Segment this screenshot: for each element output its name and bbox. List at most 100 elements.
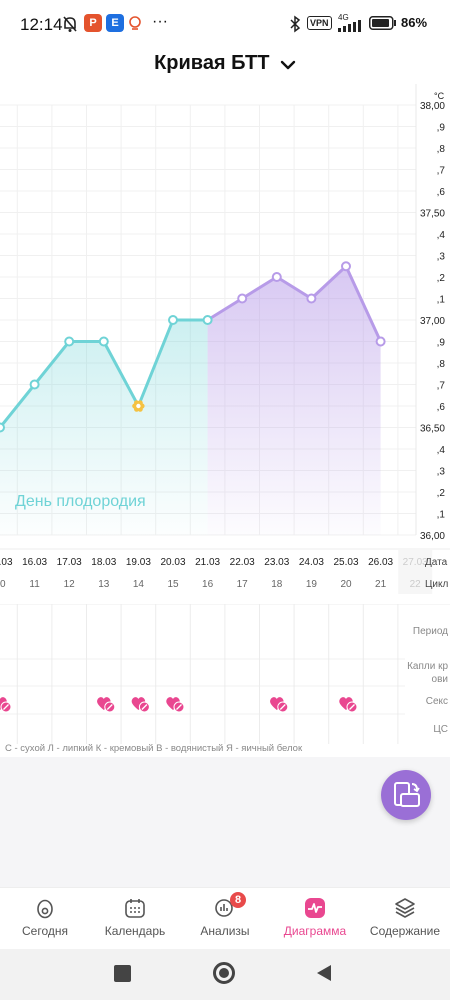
lightbulb-icon [129,16,141,30]
sex-heart-icon [131,697,150,713]
date-label: 22.03 [230,557,255,568]
temperature-point [0,422,5,433]
unit-label: °C [434,91,445,101]
battery-percent: 86% [401,15,428,30]
date-label: 15.03 [0,557,13,568]
tab-chart[interactable]: Диаграмма [270,888,360,950]
y-tick-label: ,8 [437,144,446,155]
protection-mark [106,704,113,710]
signal-icon [338,20,361,32]
y-tick-label: 37,00 [420,316,445,327]
temperature-point [375,336,386,347]
date-label: 24.03 [299,557,324,568]
y-tick-label: ,1 [437,510,446,521]
vpn-badge: VPN [307,16,332,30]
cycle-day-label: 13 [98,579,110,590]
protection-mark [349,704,355,710]
tab-chart-label: Диаграмма [283,924,347,938]
symptoms-panel[interactable]: Период Капли кр ови Секс ЦС [0,603,450,744]
fertile-area [0,320,208,535]
y-tick-label: 37,50 [420,209,445,220]
protection-mark [176,704,182,710]
temperature-point [202,315,213,325]
cycle-day-label: 12 [64,579,76,590]
sex-heart-icon [97,697,116,713]
cycle-day-label: 14 [133,579,145,590]
tab-calendar-label: Календарь [104,924,166,938]
protection-mark [141,704,148,710]
home-button[interactable] [213,962,235,984]
temperature-line-post [206,264,382,343]
content-background [0,757,450,887]
date-label: 19.03 [126,557,151,568]
cycle-day-label: 15 [167,579,179,590]
content-icon [395,898,415,918]
today-icon [37,899,53,919]
date-label: 23.03 [264,557,289,568]
chevron-down-icon[interactable] [280,59,296,71]
y-tick-label: ,6 [437,187,446,198]
cycle-day-label: 18 [271,579,283,590]
temperature-point [98,336,109,347]
bbt-chart[interactable]: 38,00 ,9 ,8 ,7 ,6 37,50 ,4 ,3 ,2 ,1 37,00 ,9 ,8 ,7 ,6 3… [0,84,450,604]
temperature-point [271,272,282,282]
calendar-icon [125,899,145,918]
ovulation-marker [132,400,145,412]
y-tick-label: ,6 [437,402,446,413]
analysis-badge: 8 [230,892,246,908]
temperature-point [341,261,351,272]
page-title[interactable]: Кривая БТТ [154,52,270,74]
tab-content[interactable]: Содержание [360,888,450,950]
row-label-period: Период [412,626,448,637]
date-label: 18.03 [91,557,116,568]
rotate-screen-icon [394,782,420,807]
battery-icon [369,16,396,30]
date-label: 20.03 [160,557,185,568]
recent-apps-button[interactable] [114,965,131,982]
post-ovulation-area [207,266,381,535]
tab-analysis[interactable]: 8 Анализы [180,888,270,950]
tab-calendar[interactable]: Календарь [90,888,180,950]
symptoms-grid[interactable] [0,603,450,744]
back-icon[interactable] [315,963,333,983]
sex-heart-icon [166,697,185,713]
future-day-column [398,550,433,594]
mucus-legend: С - сухой Л - липкий К - кремовый В - во… [5,743,303,754]
y-tick-label: ,4 [437,230,446,241]
y-tick-label: ,2 [437,273,446,284]
bell-off-icon [63,16,77,32]
y-tick-label: 36,50 [420,424,445,435]
ovulation-center [136,403,141,409]
date-label: 17.03 [57,557,82,568]
tab-today[interactable]: Сегодня [0,888,90,950]
status-time: 12:14 [20,15,63,34]
sex-heart-icon [339,697,358,713]
protection-mark [3,704,9,710]
rotate-screen-button[interactable] [381,770,431,820]
system-nav-bar [0,949,450,1000]
y-tick-label: ,9 [437,123,446,134]
bbt-chart-svg[interactable]: 38,00 ,9 ,8 ,7 ,6 37,50 ,4 ,3 ,2 ,1 37,00 ,9 ,8 ,7 ,6 3… [0,84,450,604]
temperature-point [64,336,75,347]
y-tick-label: ,3 [437,252,446,263]
app-p-icon: Р [84,14,102,32]
status-bar: 12:14 Р Е ··· VPN 4G 86% [0,0,450,50]
tab-today-label: Сегодня [22,924,68,938]
row-label-cs: ЦС [433,724,448,735]
cycle-day-label: 16 [202,579,214,590]
y-tick-label: 38,00 [420,101,445,112]
network-type: 4G [338,13,349,22]
y-tick-label: ,7 [437,381,446,392]
date-label: 21.03 [195,557,220,568]
y-tick-label: ,4 [437,445,446,456]
y-tick-label: ,2 [437,488,446,499]
fertile-label: День плодородия [15,493,146,510]
page-header[interactable]: Кривая БТТ [0,50,450,82]
cycle-day-label: 21 [375,579,387,590]
bottom-tab-bar: Сегодня Календарь 8 Анализы Диаграмма [0,887,450,950]
cycle-day-label: 10 [0,579,6,590]
bluetooth-icon [290,15,301,33]
cycle-day-label: 20 [340,579,352,590]
sex-heart-icon [0,697,12,713]
row-label-sex: Секс [425,696,448,707]
